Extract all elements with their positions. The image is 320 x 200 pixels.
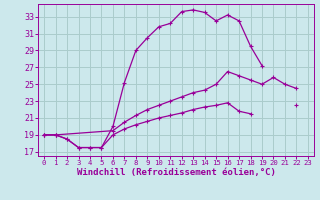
X-axis label: Windchill (Refroidissement éolien,°C): Windchill (Refroidissement éolien,°C) [76,168,276,177]
